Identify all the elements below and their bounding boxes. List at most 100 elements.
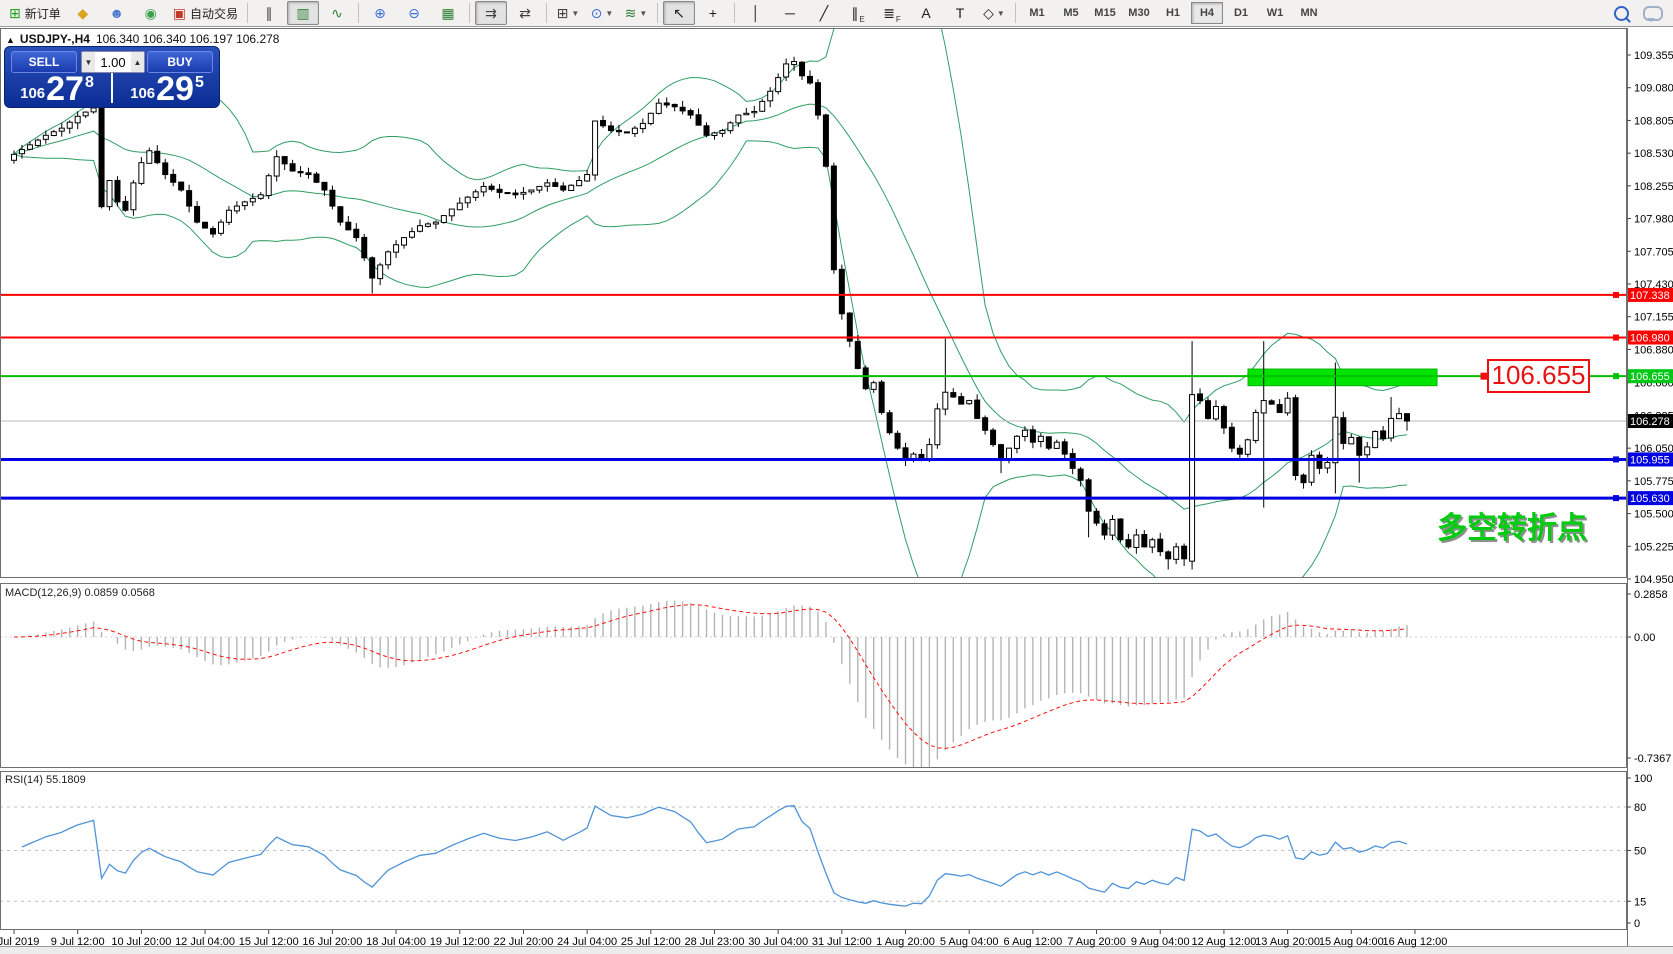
indicators-button[interactable]: ≋ ▼ (620, 1, 652, 25)
indicators-icon: ≋ (624, 5, 637, 21)
autotrading-button[interactable]: ▣ 自动交易 (169, 1, 242, 25)
chart-shift-button[interactable]: ⇄ (509, 1, 541, 25)
icon-subscript: F (895, 15, 901, 24)
zoom-in-button[interactable]: ⊕ (364, 1, 396, 25)
support-line-2-anchor[interactable] (1613, 495, 1619, 502)
cursor-button[interactable]: ↖ (663, 1, 695, 25)
fibonacci-button[interactable]: ≣ F (876, 1, 908, 25)
timeframe-button-m15[interactable]: M15 (1094, 7, 1116, 19)
resistance-line-1-anchor[interactable] (1613, 291, 1619, 298)
new-order-icon: ⊞ (9, 5, 21, 21)
time-tick-label: 31 Jul 12:00 (812, 936, 872, 948)
zoom-out-button[interactable]: ⊖ (398, 1, 430, 25)
chat-icon[interactable] (1643, 5, 1663, 22)
rsi-panel[interactable] (0, 805, 1627, 907)
bar-chart-button[interactable]: ∥ (253, 1, 285, 25)
pivot-annotation-text[interactable]: 多空转折点 (1437, 511, 1587, 546)
sell-button[interactable]: SELL (11, 51, 77, 73)
buy-button[interactable]: BUY (147, 51, 213, 73)
macd-histogram (21, 600, 1408, 767)
timeframe-button-h4[interactable]: H4 (1191, 2, 1223, 24)
panel-border (0, 771, 1627, 930)
timeframe-button-m5[interactable]: M5 (1063, 7, 1079, 19)
arrows-icon: ◇ (983, 5, 994, 21)
trendline-button[interactable]: ╱ (808, 1, 840, 25)
trendline-icon: ╱ (819, 5, 829, 21)
price-tick-label: 105.775 (1634, 476, 1673, 488)
timeframe-button-mn[interactable]: MN (1300, 7, 1318, 19)
price-tick-label: 109.355 (1634, 50, 1673, 62)
crosshair-button[interactable]: + (697, 1, 729, 25)
one-click-trading-panel: SELL ▼ 1.00 ▲ BUY 106 27 8 106 29 5 (4, 46, 220, 108)
profile-icon[interactable]: ☻ (101, 1, 133, 25)
community-icon[interactable]: ◉ (135, 1, 167, 25)
new-chart-icon: ⊞ (556, 5, 569, 21)
sell-price[interactable]: 106 27 8 (20, 70, 94, 108)
dropdown-caret-icon: ▼ (996, 8, 1005, 18)
crosshair-icon: + (708, 5, 718, 21)
text-label-button[interactable]: T (944, 1, 976, 25)
macd-axis-label: 0.00 (1634, 632, 1655, 644)
main-toolbar: ⊞ 新订单 ◆ ☻ ◉ ▣ 自动交易 ∥ ▥ ∿ ⊕ ⊖ ▦ ⇉ ⇄ ⊞ ▼ ⊙ ▼ ≋ ▼ ↖ + │ ─ ╱ ∥ E ≣ F A T ◇ ▼ M… (0, 0, 1673, 27)
pivot-line-anchor[interactable] (1613, 373, 1619, 380)
timeframe-button-m1[interactable]: M1 (1029, 7, 1045, 19)
text-icon: A (921, 5, 931, 21)
price-tick-label: 109.080 (1634, 83, 1673, 95)
symbol-name: USDJPY-,H4 (19, 32, 90, 46)
resistance-line-2-anchor[interactable] (1613, 334, 1619, 341)
candles (11, 56, 1410, 570)
timeframe-button-m30[interactable]: M30 (1128, 7, 1150, 19)
rsi-axis-label: 100 (1634, 773, 1652, 785)
timeframe-button-d1[interactable]: D1 (1233, 7, 1249, 19)
collapse-panel-icon[interactable]: ▲ (6, 35, 15, 45)
main-chart-panel[interactable] (0, 0, 1627, 616)
timeframe-button-h1[interactable]: H1 (1165, 7, 1181, 19)
channel-button[interactable]: ∥ E (842, 1, 874, 25)
profiles-button[interactable]: ⊙ ▼ (586, 1, 618, 25)
rsi-label: RSI(14) 55.1809 (5, 774, 86, 786)
price-callout-label[interactable]: 106.655 (1487, 359, 1590, 393)
auto-scroll-button[interactable]: ⇉ (475, 1, 507, 25)
resistance-line-1-price-badge (1628, 287, 1673, 302)
support-line-2-price-badge-text: 105.630 (1630, 493, 1670, 505)
rsi-axis-label: 0 (1634, 918, 1640, 930)
toolbar-separator (358, 3, 359, 23)
new-order-button[interactable]: ⊞ 新订单 (5, 1, 65, 25)
price-tick-label: 105.225 (1634, 541, 1673, 553)
panel-divider (111, 73, 113, 103)
candlestick-chart-button[interactable]: ▥ (287, 1, 319, 25)
buy-price[interactable]: 106 29 5 (130, 70, 204, 108)
market-watch-icon[interactable]: ◆ (67, 1, 99, 25)
text-button[interactable]: A (910, 1, 942, 25)
volume-decrease-button[interactable]: ▼ (82, 52, 95, 72)
time-axis[interactable]: 8 Jul 2019 9 Jul 12:00 10 Jul 20:00 12 Jul … (0, 930, 1447, 948)
price-tick-label: 106.880 (1634, 344, 1673, 356)
new-chart-button[interactable]: ⊞ ▼ (552, 1, 584, 25)
arrows-button[interactable]: ◇ ▼ (978, 1, 1010, 25)
search-icon[interactable] (1614, 5, 1629, 21)
support-line-1-price-badge-text: 105.955 (1630, 454, 1670, 466)
timeframe-button-w1[interactable]: W1 (1266, 7, 1284, 19)
support-line-1-anchor[interactable] (1613, 456, 1619, 463)
resistance-line-1-price-badge-text: 107.338 (1630, 290, 1670, 302)
rsi-axis-label: 80 (1634, 802, 1646, 814)
resistance-line-2-price-badge (1628, 330, 1673, 345)
profiles-icon: ⊙ (590, 5, 603, 21)
macd-panel[interactable] (0, 600, 1627, 767)
horizontal-line-button[interactable]: ─ (774, 1, 806, 25)
volume-input[interactable]: 1.00 (100, 54, 126, 70)
dropdown-caret-icon: ▼ (571, 8, 580, 18)
volume-increase-button[interactable]: ▲ (131, 52, 144, 72)
tile-windows-button[interactable]: ▦ (432, 1, 464, 25)
time-tick-label: 22 Jul 20:00 (493, 936, 553, 948)
vertical-line-button[interactable]: │ (740, 1, 772, 25)
toolbar-separator (469, 3, 470, 23)
price-axis[interactable]: 109.355 109.080 108.805 108.530 108.255 107.9… (1627, 50, 1673, 930)
supply-zone-rectangle[interactable] (1247, 368, 1438, 387)
price-tick-label: 108.255 (1634, 181, 1673, 193)
current-price-line-price-badge (1628, 414, 1673, 429)
line-chart-button[interactable]: ∿ (321, 1, 353, 25)
bollinger-middle-band (13, 103, 1408, 510)
toolbar-separator (1015, 3, 1016, 23)
